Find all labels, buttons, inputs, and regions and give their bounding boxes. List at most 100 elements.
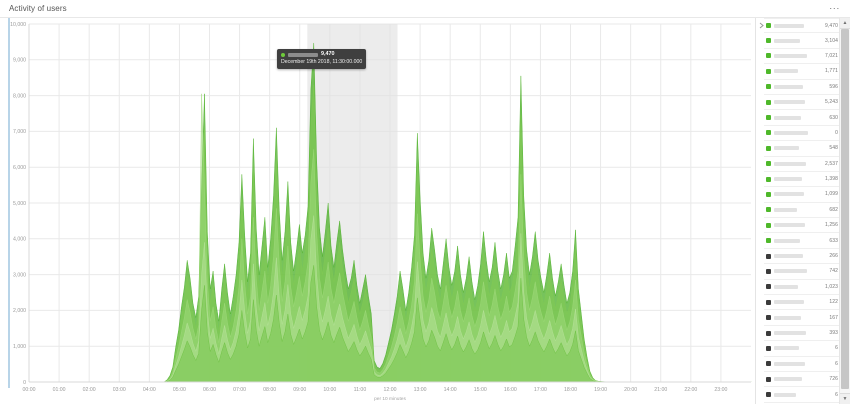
legend-item-label-redacted bbox=[774, 84, 803, 89]
legend-item-label-redacted bbox=[774, 23, 804, 28]
legend-item-value: 122 bbox=[829, 299, 838, 306]
scrollbar-track[interactable] bbox=[840, 29, 850, 393]
x-axis-tick-label: 09:00 bbox=[293, 387, 306, 393]
legend-item-value: 167 bbox=[829, 314, 838, 321]
y-axis-tick-label: 5,000 bbox=[13, 201, 26, 207]
left-accent-rail bbox=[8, 18, 10, 388]
legend-color-swatch bbox=[766, 315, 771, 321]
legend-item[interactable]: 596 bbox=[764, 80, 839, 95]
x-axis-tick-label: 06:00 bbox=[203, 387, 216, 393]
y-axis-tick-label: 3,000 bbox=[13, 272, 26, 278]
legend-item-label-redacted bbox=[774, 377, 802, 382]
legend-item-value: 266 bbox=[829, 253, 838, 260]
legend-item-label-redacted bbox=[774, 100, 805, 105]
legend-item[interactable]: 630 bbox=[764, 110, 839, 126]
legend-scrollbar[interactable]: ▲ ▼ bbox=[839, 18, 850, 404]
legend-color-swatch bbox=[766, 191, 771, 197]
legend-item[interactable]: 1,256 bbox=[764, 218, 839, 234]
legend-item-value: 596 bbox=[829, 83, 838, 90]
legend-item[interactable]: 2,537 bbox=[764, 157, 839, 172]
legend-item[interactable]: 167 bbox=[764, 310, 839, 326]
legend-item[interactable]: 1,398 bbox=[764, 172, 839, 188]
x-axis-tick-label: 08:00 bbox=[263, 387, 276, 393]
legend-item[interactable]: 726 bbox=[764, 372, 839, 388]
x-axis-tick-label: 07:00 bbox=[233, 387, 246, 393]
scroll-down-icon[interactable]: ▼ bbox=[840, 393, 850, 404]
legend-item[interactable]: 122 bbox=[764, 295, 839, 311]
y-axis-tick-label: 2,000 bbox=[13, 308, 26, 314]
y-axis-tick-label: 8,000 bbox=[13, 93, 26, 99]
y-axis-tick-label: 4,000 bbox=[13, 237, 26, 243]
legend-item-value: 3,104 bbox=[824, 37, 838, 44]
legend-item[interactable]: 9,470 bbox=[764, 18, 839, 34]
legend-item-label-redacted bbox=[774, 315, 801, 320]
legend-item[interactable]: 6 bbox=[764, 341, 839, 357]
y-axis-tick-label: 0 bbox=[23, 380, 26, 386]
legend-item[interactable]: 548 bbox=[764, 141, 839, 157]
chevron-right-icon bbox=[759, 22, 764, 28]
legend-color-swatch bbox=[766, 145, 771, 151]
legend-item[interactable]: 0 bbox=[764, 126, 839, 142]
legend-item[interactable]: 6 bbox=[764, 387, 839, 403]
legend-item-value: 742 bbox=[829, 268, 838, 275]
legend-item[interactable]: 393 bbox=[764, 326, 839, 342]
x-axis-tick-label: 15:00 bbox=[474, 387, 487, 393]
legend-color-swatch bbox=[766, 130, 771, 136]
legend-item-value: 726 bbox=[829, 376, 838, 383]
scrollbar-thumb[interactable] bbox=[841, 29, 849, 389]
legend-item[interactable]: 3,104 bbox=[764, 33, 839, 49]
legend-item-label-redacted bbox=[774, 192, 804, 197]
x-axis-tick-label: 00:00 bbox=[23, 387, 36, 393]
legend-item-label-redacted bbox=[774, 300, 804, 305]
x-axis-tick-label: 16:00 bbox=[504, 387, 517, 393]
y-axis-tick-label: 10,000 bbox=[10, 22, 26, 28]
y-axis-tick-label: 1,000 bbox=[13, 344, 26, 350]
scroll-up-icon[interactable]: ▲ bbox=[840, 18, 850, 29]
legend-item[interactable]: 742 bbox=[764, 264, 839, 280]
tooltip-value: 9,470 bbox=[321, 51, 335, 57]
legend-item-label-redacted bbox=[774, 146, 799, 151]
legend-item[interactable]: 5,243 bbox=[764, 95, 839, 111]
legend-item-value: 548 bbox=[829, 145, 838, 152]
legend-color-swatch bbox=[766, 299, 771, 305]
legend-color-swatch bbox=[766, 361, 771, 367]
legend-color-swatch bbox=[766, 115, 771, 121]
legend-item[interactable]: 682 bbox=[764, 203, 839, 219]
legend-color-swatch bbox=[766, 330, 771, 336]
legend-item-label-redacted bbox=[774, 177, 802, 182]
legend-item-value: 6 bbox=[835, 360, 838, 367]
legend-item[interactable]: 7,021 bbox=[764, 49, 839, 65]
tooltip-timestamp: December 19th 2018, 11:30:00.000 bbox=[281, 58, 363, 65]
legend-item[interactable]: 6 bbox=[764, 357, 839, 372]
legend-color-swatch bbox=[766, 207, 771, 213]
chart-tooltip: 9,470 December 19th 2018, 11:30:00.000 bbox=[277, 49, 367, 70]
legend-color-swatch bbox=[766, 176, 771, 182]
legend-color-swatch bbox=[766, 68, 771, 74]
legend-item[interactable]: 1,771 bbox=[764, 64, 839, 80]
panel-menu-icon[interactable]: ··· bbox=[829, 3, 840, 13]
legend-item-value: 1,099 bbox=[824, 191, 838, 198]
x-axis-tick-label: 22:00 bbox=[684, 387, 697, 393]
legend-collapse-chevron-icon[interactable] bbox=[757, 20, 765, 30]
x-axis-tick-label: 21:00 bbox=[654, 387, 667, 393]
legend-color-swatch bbox=[766, 222, 771, 228]
legend-item[interactable]: 1,023 bbox=[764, 280, 839, 296]
legend-item-value: 0 bbox=[835, 129, 838, 136]
x-axis-tick-label: 03:00 bbox=[113, 387, 126, 393]
legend-item[interactable]: 266 bbox=[764, 249, 839, 265]
area-chart[interactable]: 00:00 01:00 02:00 03:00 04:00 05:00 06:00 07:00… bbox=[0, 18, 755, 404]
legend-item-label-redacted bbox=[774, 254, 803, 259]
x-axis-tick-label: 01:00 bbox=[53, 387, 66, 393]
legend-item[interactable]: 1,099 bbox=[764, 187, 839, 203]
legend-color-swatch bbox=[766, 284, 771, 290]
x-axis-tick-label: 02:00 bbox=[83, 387, 96, 393]
legend-item-value: 1,771 bbox=[824, 68, 838, 75]
chart-canvas[interactable]: 00:00 01:00 02:00 03:00 04:00 05:00 06:00 07:00… bbox=[0, 18, 755, 404]
legend-list[interactable]: 9,470 3,104 7,021 1,771 596 5,243 630 0 548 2,537… bbox=[756, 18, 850, 404]
legend-item[interactable]: 633 bbox=[764, 233, 839, 249]
legend-color-swatch bbox=[766, 268, 771, 274]
panel-body: 00:00 01:00 02:00 03:00 04:00 05:00 06:00 07:00… bbox=[0, 18, 850, 404]
x-axis-tick-label: 12:00 bbox=[384, 387, 397, 393]
legend-item-value: 2,537 bbox=[824, 160, 838, 167]
legend-item-label-redacted bbox=[774, 130, 808, 135]
